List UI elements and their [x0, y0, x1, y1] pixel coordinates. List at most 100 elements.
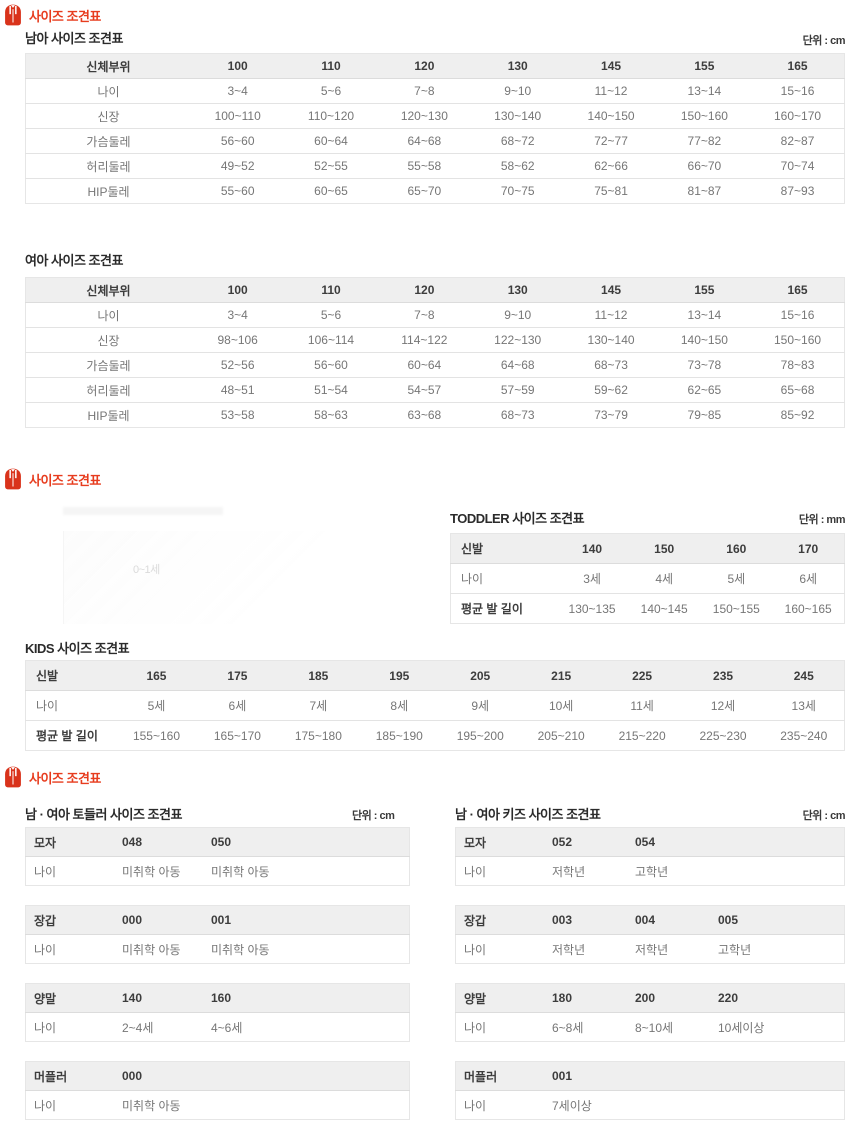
- cell-value: 11~12: [564, 78, 658, 104]
- column-header: 185: [277, 660, 359, 691]
- cell-value: 215~220: [601, 720, 683, 751]
- filler-cell: [793, 934, 845, 964]
- header-row: 모자 052 054: [455, 827, 845, 857]
- column-header: 100: [191, 277, 285, 303]
- cell-value: 저학년: [544, 934, 627, 964]
- filler-cell: [627, 1090, 845, 1120]
- header-row: 양말 140 160: [25, 983, 410, 1013]
- cell-value: 205~210: [520, 720, 602, 751]
- table-row: 신장 100~110 110~120 120~130 130~140 140~150 150…: [25, 103, 845, 129]
- boys-size-table: 신체부위 100 110 120 130 145 155 165 나이 3~4 5~6 7~8 9~10…: [25, 53, 845, 204]
- cell-value: 56~60: [191, 128, 285, 154]
- cell-value: 52~55: [284, 153, 378, 179]
- cell-value: 87~93: [751, 178, 845, 204]
- row-label: 나이: [25, 1090, 114, 1120]
- cell-value: 13~14: [657, 78, 752, 104]
- column-header: 145: [564, 53, 658, 79]
- cell-value: 11세: [601, 690, 683, 721]
- cell-value: 4세: [628, 563, 701, 594]
- cell-value: 2~4세: [114, 1012, 203, 1042]
- filler-cell: [292, 827, 410, 857]
- row-label-header: 신발: [450, 533, 556, 564]
- column-header: 150: [628, 533, 701, 564]
- cell-value: 8~10세: [627, 1012, 710, 1042]
- table-row: 나이 3~4 5~6 7~8 9~10 11~12 13~14 15~16: [25, 78, 845, 104]
- cell-value: 140~150: [564, 103, 658, 129]
- row-label: 가슴둘레: [25, 352, 191, 378]
- boys-table-unit: 단위 : cm: [802, 35, 846, 47]
- column-header: 165: [751, 53, 845, 79]
- cell-value: 3~4: [191, 78, 285, 104]
- column-header: 145: [564, 277, 658, 303]
- cell-value: 81~87: [657, 178, 752, 204]
- table-row: 나이 2~4세 4~6세: [25, 1012, 410, 1042]
- row-label: 나이: [25, 856, 114, 886]
- table-row: 나이 5세 6세 7세 8세 9세 10세 11세 12세 13세: [25, 690, 845, 721]
- column-header: 050: [203, 827, 292, 857]
- kids-acc-unit: 단위 : cm: [802, 810, 846, 822]
- column-header: 140: [556, 533, 629, 564]
- cell-value: 77~82: [657, 128, 752, 154]
- cell-value: 고학년: [710, 934, 793, 964]
- row-label: HIP둘레: [25, 402, 191, 428]
- cell-value: 48~51: [191, 377, 285, 403]
- cell-value: 7세이상: [544, 1090, 627, 1120]
- column-header: 001: [544, 1061, 627, 1091]
- kids-acc-title: 남 · 여아 키즈 사이즈 조견표: [455, 807, 601, 822]
- cell-value: 62~66: [564, 153, 658, 179]
- column-header: 200: [627, 983, 710, 1013]
- cell-value: 13세: [763, 690, 845, 721]
- cell-value: 160~170: [751, 103, 845, 129]
- header-row: 신체부위 100 110 120 130 145 155 165: [25, 277, 845, 303]
- section1-title: 사이즈 조견표: [29, 8, 101, 24]
- row-label-header: 양말: [455, 983, 544, 1013]
- cell-value: 3~4: [191, 302, 285, 328]
- cell-value: 195~200: [439, 720, 521, 751]
- kids-table-title: KIDS 사이즈 조견표: [25, 641, 130, 656]
- row-label: 나이: [25, 690, 116, 721]
- faded-image: 0~1세: [25, 503, 430, 628]
- cell-value: 68~73: [564, 352, 658, 378]
- girls-size-table: 신체부위 100 110 120 130 145 155 165 나이 3~4 5~6 7~8 9~10…: [25, 277, 845, 428]
- header-row: 머플러 001: [455, 1061, 845, 1091]
- column-header: 000: [114, 905, 203, 935]
- toddler-socks-table: 양말 140 160 나이 2~4세 4~6세: [25, 983, 410, 1042]
- cell-value: 13~14: [657, 302, 752, 328]
- cell-value: 58~63: [284, 402, 378, 428]
- cell-value: 5~6: [284, 302, 378, 328]
- column-header: 140: [114, 983, 203, 1013]
- table-row: 나이 미취학 아동 미취학 아동: [25, 934, 410, 964]
- row-label: 신장: [25, 103, 191, 129]
- cell-value: 53~58: [191, 402, 285, 428]
- row-label: 나이: [455, 856, 544, 886]
- cell-value: 7~8: [377, 302, 472, 328]
- kids-socks-table: 양말 180 200 220 나이 6~8세 8~10세 10세이상: [455, 983, 845, 1042]
- cell-value: 64~68: [377, 128, 472, 154]
- column-header: 235: [682, 660, 764, 691]
- column-header: 195: [358, 660, 440, 691]
- kids-shoe-table: 신발 165 175 185 195 205 215 225 235 245 나이 5세 6세 7세 8세 9…: [25, 660, 845, 751]
- row-label: 나이: [25, 302, 191, 328]
- column-header: 220: [710, 983, 793, 1013]
- faded-title-remnant: [63, 507, 223, 515]
- row-label: 나이: [25, 78, 191, 104]
- cell-value: 7~8: [377, 78, 472, 104]
- cell-value: 9~10: [471, 78, 565, 104]
- table-row: 신장 98~106 106~114 114~122 122~130 130~140 140~…: [25, 327, 845, 353]
- cell-value: 미취학 아동: [114, 1090, 203, 1120]
- header-row: 머플러 000: [25, 1061, 410, 1091]
- row-label: 나이: [450, 563, 556, 594]
- row-label: 평균 발 길이: [450, 593, 556, 624]
- filler-cell: [793, 983, 845, 1013]
- cell-value: 52~56: [191, 352, 285, 378]
- cell-value: 62~65: [657, 377, 752, 403]
- column-header: 170: [772, 533, 845, 564]
- table-row: HIP둘레 53~58 58~63 63~68 68~73 73~79 79~85 85~92: [25, 402, 845, 428]
- column-header: 225: [601, 660, 683, 691]
- filler-cell: [292, 905, 410, 935]
- cell-value: 60~64: [284, 128, 378, 154]
- cell-value: 11~12: [564, 302, 658, 328]
- cell-value: 70~75: [471, 178, 565, 204]
- filler-cell: [793, 1012, 845, 1042]
